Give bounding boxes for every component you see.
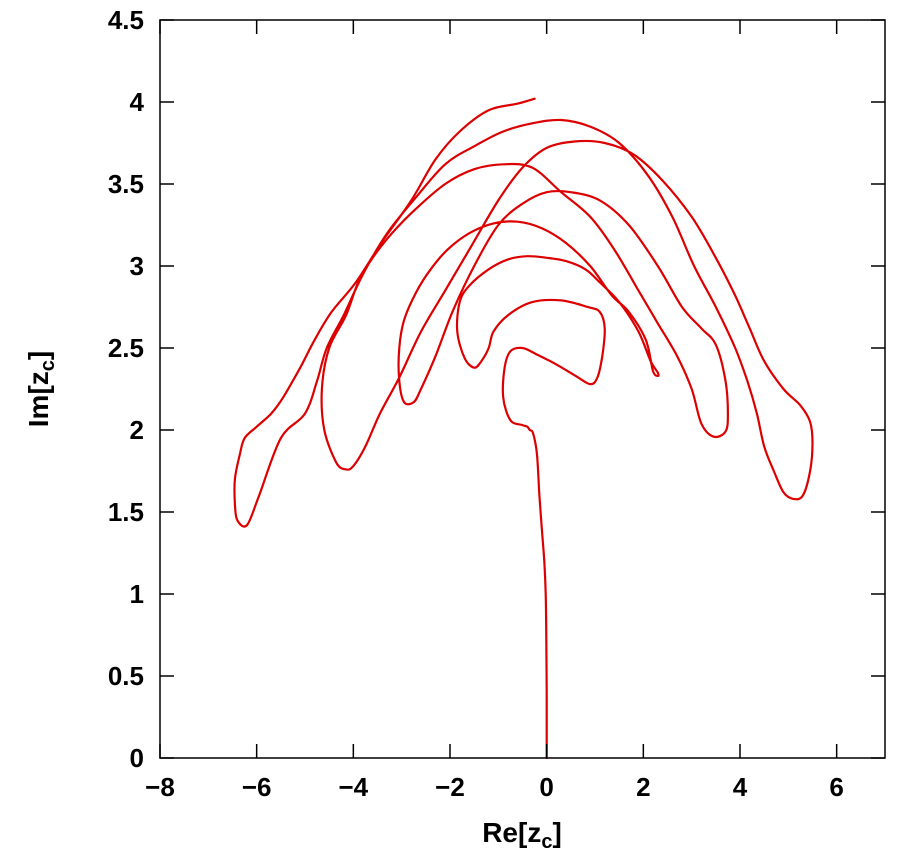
x-tick-labels: −8 −6 −4 −2 0 2 4 6	[145, 772, 844, 802]
y-tick-label: 2	[130, 415, 144, 445]
x-tick-label: 2	[636, 772, 650, 802]
axis-ticks	[159, 19, 885, 759]
y-tick-label: 1.5	[108, 497, 144, 527]
y-tick-label: 0	[130, 743, 144, 773]
x-axis-label-subscript: c	[541, 831, 552, 851]
y-tick-label: 4	[130, 87, 145, 117]
x-tick-label: 6	[829, 772, 843, 802]
y-axis-label: Im[zc]	[23, 351, 59, 427]
series-line-0	[233, 97, 814, 760]
y-tick-label: 3.5	[108, 169, 144, 199]
x-axis-label: Re[zc]	[482, 817, 562, 851]
x-tick-label: −2	[435, 772, 465, 802]
y-axis-label-subscript: c	[37, 360, 59, 371]
x-tick-label: −4	[339, 772, 369, 802]
x-tick-label: 0	[539, 772, 553, 802]
x-tick-label: −8	[145, 772, 175, 802]
y-tick-label: 2.5	[108, 333, 144, 363]
y-tick-label: 3	[130, 251, 144, 281]
y-tick-label: 0.5	[108, 661, 144, 691]
y-tick-label: 1	[130, 579, 144, 609]
plot-frame	[159, 19, 886, 759]
plot-curves	[233, 97, 814, 760]
x-tick-label: −6	[242, 772, 272, 802]
y-tick-label: 4.5	[108, 5, 144, 35]
x-tick-label: 4	[733, 772, 748, 802]
y-tick-labels: 0 0.5 1 1.5 2 2.5 3 3.5 4 4.5	[108, 5, 145, 773]
